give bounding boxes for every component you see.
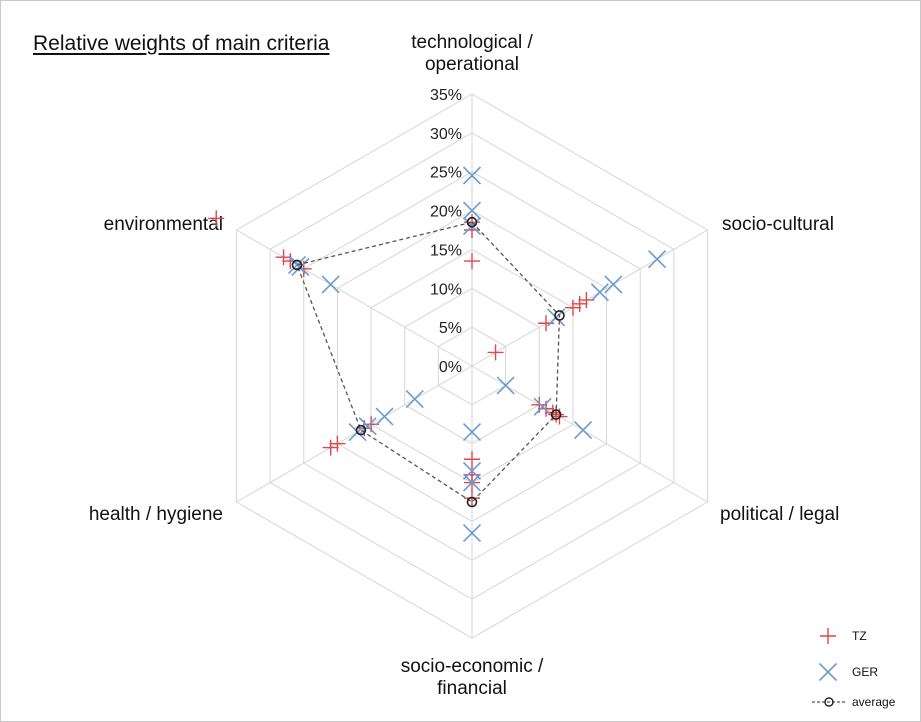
tick-label: 5% <box>439 320 462 337</box>
axis-label-line: technological / <box>411 32 533 53</box>
tick-label: 30% <box>430 126 462 143</box>
ger-point <box>321 275 340 294</box>
series-tz <box>208 210 595 507</box>
axis-spoke <box>236 229 473 367</box>
ger-point <box>462 166 482 185</box>
axis-label-line: socio-cultural <box>722 214 834 235</box>
tick-label: 0% <box>439 359 462 376</box>
ger-point <box>462 473 482 492</box>
average-point <box>466 216 478 228</box>
tz-point <box>564 299 581 316</box>
axis-label: socio-economic / financial <box>401 656 544 699</box>
ger-point <box>648 250 667 269</box>
axis-labels: technological / operational socio-cultural… <box>89 32 840 699</box>
axis-spoke <box>471 365 708 503</box>
chart-title: Relative weights of main criteria <box>33 32 330 55</box>
legend-label-ger: GER <box>852 665 878 679</box>
axis-label: technological / operational <box>411 32 533 75</box>
ger-point <box>604 275 623 294</box>
tick-label: 20% <box>430 204 462 221</box>
average-point <box>355 424 367 436</box>
radial-tick-labels: 0% 5% 10% 15% 20% 25% 30% 35% <box>430 87 462 376</box>
axis-label-line: environmental <box>104 214 223 235</box>
tz-point <box>464 253 480 270</box>
legend-label-average: average <box>852 695 896 709</box>
tz-point <box>329 435 346 452</box>
average-point <box>291 259 303 271</box>
legend-average-marker <box>824 697 834 707</box>
ger-point <box>405 389 424 409</box>
ger-point <box>287 255 307 275</box>
tz-point <box>208 210 225 227</box>
axis-label-line: political / legal <box>720 504 839 525</box>
tick-label: 10% <box>430 281 462 298</box>
axis-label: socio-cultural <box>722 214 834 235</box>
axis-label-line: operational <box>425 54 519 75</box>
axis-label: environmental <box>104 214 223 235</box>
axis-label: political / legal <box>720 504 839 525</box>
tz-point <box>538 315 555 332</box>
tz-point <box>820 628 836 644</box>
axis-label-line: health / hygiene <box>89 504 223 525</box>
average-point <box>466 496 478 508</box>
ger-point <box>462 201 482 220</box>
ger-point <box>358 417 377 436</box>
ger-point <box>496 376 515 395</box>
series-ger <box>287 166 667 543</box>
ger-point <box>590 283 609 302</box>
tz-point <box>571 295 588 312</box>
tick-label: 35% <box>430 87 462 104</box>
average-point <box>550 409 562 420</box>
ger-point <box>462 422 482 442</box>
axis-spoke <box>236 365 473 503</box>
ger-point <box>533 397 552 416</box>
tz-point <box>322 439 339 456</box>
axis-spoke <box>471 229 708 367</box>
ger-point <box>818 662 838 682</box>
legend: TZ GER average <box>812 628 896 709</box>
legend-label-tz: TZ <box>852 629 867 643</box>
tick-label: 15% <box>430 242 462 259</box>
axis-label-line: socio-economic / <box>401 656 544 677</box>
series-average <box>291 216 565 508</box>
tz-point <box>487 344 504 361</box>
tz-point <box>464 451 480 468</box>
ger-point <box>375 407 394 426</box>
axis-label-line: financial <box>437 678 507 699</box>
tick-label: 25% <box>430 165 462 182</box>
ger-point <box>573 421 593 440</box>
ger-point <box>462 524 482 543</box>
average-line <box>296 221 561 503</box>
axis-label: health / hygiene <box>89 504 223 525</box>
average-point <box>554 310 565 321</box>
